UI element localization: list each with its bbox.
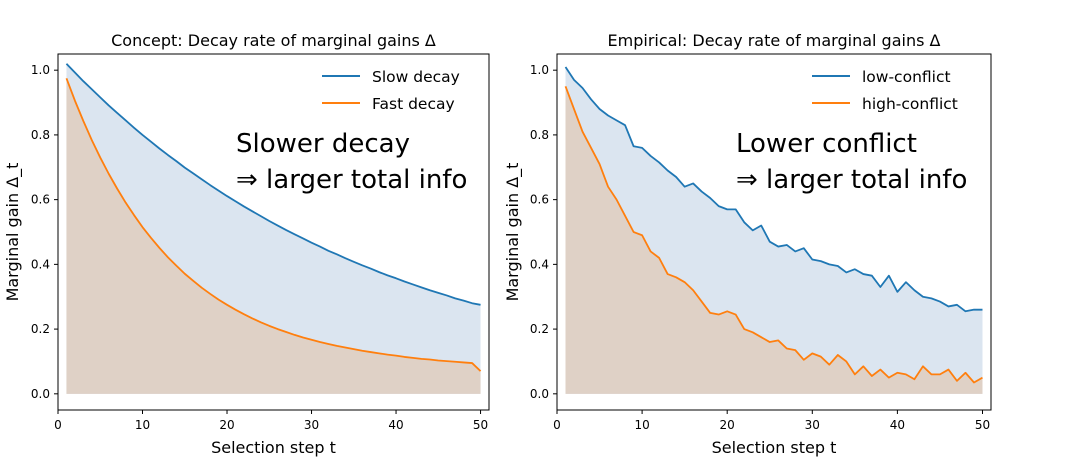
left-area-fast-decay [66, 78, 481, 394]
left-annotation-line-2: ⇒ larger total info [236, 165, 467, 195]
left-legend-label-fast-decay: Fast decay [372, 95, 455, 113]
left-series-line-slow-decay [65, 63, 481, 306]
right-y-tick-label-0-4: 0.4 [530, 257, 549, 271]
left-x-tick-label-50: 50 [473, 418, 488, 432]
left-legend: Slow decay Fast decay [322, 68, 460, 113]
left-y-tick-label-0-6: 0.6 [31, 193, 50, 207]
left-annotation-line-1: Slower decay [236, 129, 410, 159]
right-x-tick-label-40: 40 [890, 418, 905, 432]
left-legend-label-slow-decay: Slow decay [372, 68, 460, 86]
right-fills [565, 66, 983, 394]
right-legend-label-high-conflict: high-conflict [862, 95, 958, 113]
right-chart-panel: 0 10 20 30 40 50 0.0 0.2 0.4 0.6 0.8 1.0 Empirical… [503, 31, 992, 457]
left-y-tick-label-0-2: 0.2 [31, 322, 50, 336]
right-y-tick-label-0-6: 0.6 [530, 193, 549, 207]
left-series-line-fast-decay [65, 77, 482, 372]
right-y-tick-label-0-0: 0.0 [530, 387, 549, 401]
left-y-ticks: 0.0 0.2 0.4 0.6 0.8 1.0 [31, 63, 58, 401]
right-annotation-line-1: Lower conflict [736, 129, 917, 159]
left-y-axis-label: Marginal gain Δ_t [3, 163, 23, 302]
right-y-axis-label: Marginal gain Δ_t [503, 163, 523, 302]
right-lines [564, 66, 983, 384]
left-y-tick-label-1-0: 1.0 [31, 63, 50, 77]
right-x-tick-label-30: 30 [805, 418, 820, 432]
left-y-tick-label-0-8: 0.8 [31, 128, 50, 142]
left-chart-panel: 0 10 20 30 40 50 0.0 0.2 0.4 0.6 0.8 1.0 Concept: … [3, 31, 490, 457]
right-y-tick-label-0-2: 0.2 [530, 322, 549, 336]
left-chart-title: Concept: Decay rate of marginal gains Δ [111, 31, 436, 50]
right-legend: low-conflict high-conflict [812, 68, 958, 113]
right-chart-title: Empirical: Decay rate of marginal gains … [608, 31, 941, 50]
left-lines [65, 63, 482, 372]
left-x-ticks: 0 10 20 30 40 50 [54, 410, 488, 432]
right-annotation-line-2: ⇒ larger total info [736, 165, 967, 195]
right-y-ticks: 0.0 0.2 0.4 0.6 0.8 1.0 [530, 63, 557, 401]
right-y-tick-label-1-0: 1.0 [530, 63, 549, 77]
right-x-ticks: 0 10 20 30 40 50 [553, 410, 990, 432]
right-series-line-low-conflict [564, 66, 983, 313]
left-x-tick-label-30: 30 [304, 418, 319, 432]
left-x-tick-label-20: 20 [219, 418, 234, 432]
left-x-tick-label-40: 40 [388, 418, 403, 432]
right-x-tick-label-50: 50 [975, 418, 990, 432]
left-x-tick-label-0: 0 [54, 418, 62, 432]
left-y-tick-label-0-0: 0.0 [31, 387, 50, 401]
left-y-tick-label-0-4: 0.4 [31, 257, 50, 271]
right-x-tick-label-20: 20 [720, 418, 735, 432]
right-legend-label-low-conflict: low-conflict [862, 68, 951, 86]
right-area-high-conflict [565, 86, 983, 394]
right-series-line-high-conflict [564, 86, 983, 384]
left-fills [66, 63, 481, 394]
right-x-tick-label-10: 10 [634, 418, 649, 432]
right-x-tick-label-0: 0 [553, 418, 561, 432]
left-x-tick-label-10: 10 [135, 418, 150, 432]
left-x-axis-label: Selection step t [211, 438, 336, 457]
right-x-axis-label: Selection step t [712, 438, 837, 457]
right-plot-frame [556, 53, 992, 411]
left-plot-frame [57, 53, 490, 411]
right-y-tick-label-0-8: 0.8 [530, 128, 549, 142]
